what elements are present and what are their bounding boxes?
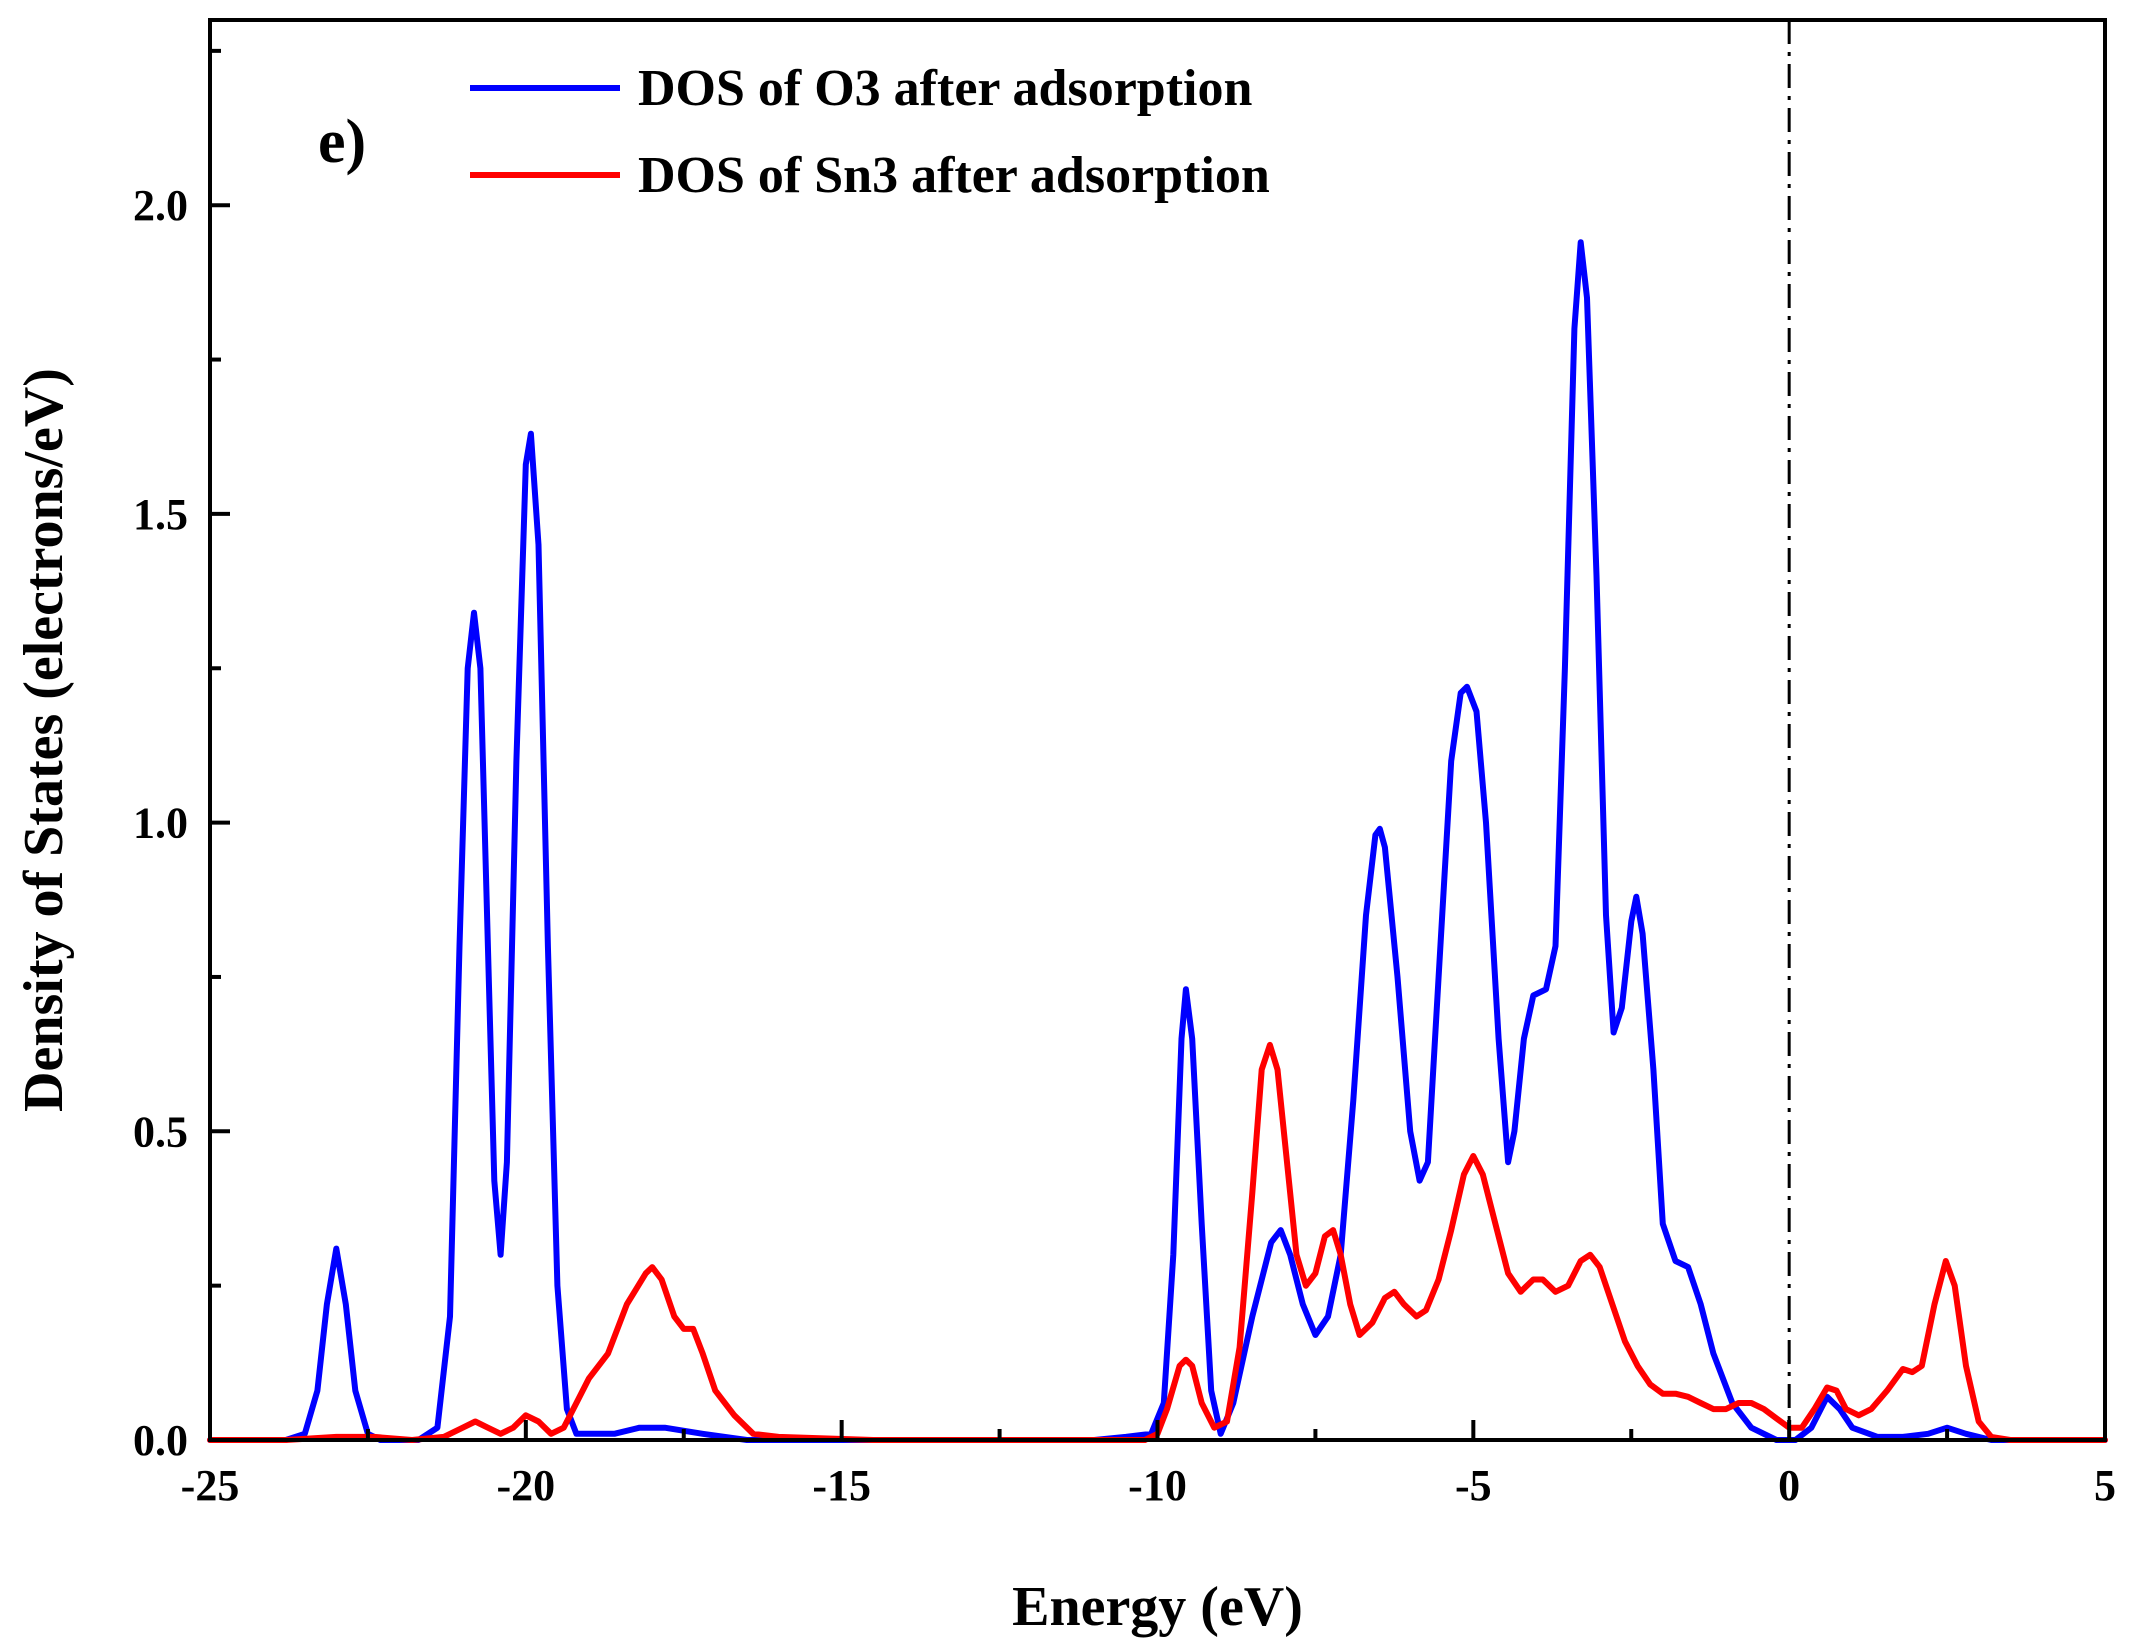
x-tick-label: -25 (181, 1461, 240, 1510)
legend-label-1: DOS of O3 after adsorption (638, 60, 1252, 117)
legend: DOS of O3 after adsorption DOS of Sn3 aft… (470, 60, 1270, 204)
series-line-2 (207, 1041, 2108, 1443)
y-axis-title: Density of States (electrons/eV) (13, 368, 75, 1112)
x-tick-label: -5 (1455, 1461, 1492, 1510)
x-tick-labels: -25 -20 -15 -10 -5 0 5 (181, 1461, 2116, 1510)
x-tick-label: 0 (1778, 1461, 1800, 1510)
x-tick-label: -10 (1128, 1461, 1187, 1510)
plot-area (207, 239, 2108, 1443)
y-tick-label: 0.0 (133, 1416, 188, 1465)
y-tick-label: 1.5 (133, 490, 188, 539)
y-tick-label: 0.5 (133, 1107, 188, 1156)
x-tick-label: -15 (812, 1461, 871, 1510)
y-tick-label: 1.0 (133, 799, 188, 848)
x-tick-label: 5 (2094, 1461, 2116, 1510)
x-axis-title: Energy (eV) (1012, 1576, 1303, 1638)
panel-label: e) (318, 108, 366, 176)
x-tick-label: -20 (497, 1461, 556, 1510)
y-tick-label: 2.0 (133, 181, 188, 230)
plot-frame (208, 18, 2107, 1442)
legend-label-2: DOS of Sn3 after adsorption (638, 147, 1270, 204)
y-tick-labels: 0.0 0.5 1.0 1.5 2.0 (133, 181, 188, 1465)
